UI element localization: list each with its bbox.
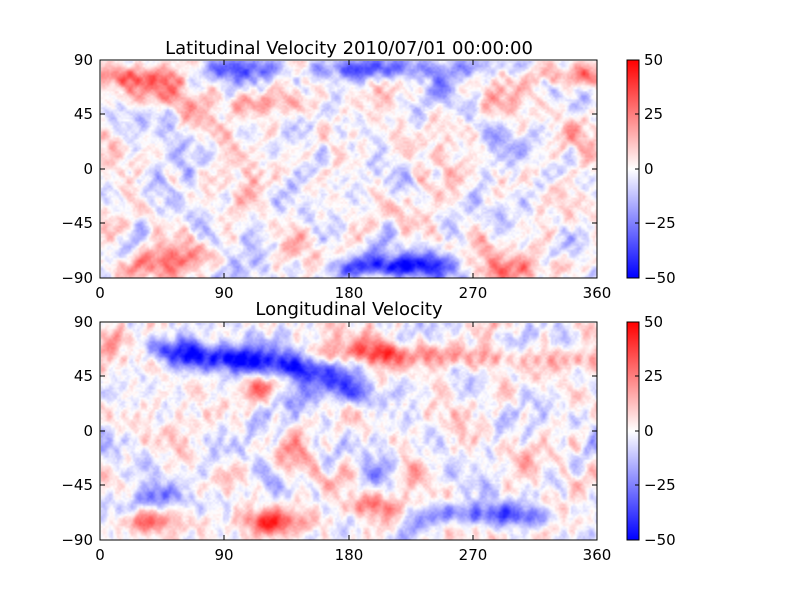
y-tick-label: 45	[74, 105, 93, 123]
heatmap-longitudinal-velocity	[101, 323, 597, 540]
x-axis-longitudinal: 0 90 180 270 360	[95, 322, 611, 564]
chart-title-longitudinal: Longitudinal Velocity	[255, 299, 443, 320]
y-tick-label: −45	[61, 214, 93, 232]
panel-longitudinal: Longitudinal Velocity 0 90 180 270 360	[61, 299, 675, 564]
colorbar-latitudinal: 50 25 0 −25 −50	[626, 51, 676, 287]
x-tick-label: 360	[583, 284, 612, 302]
x-tick-label: 180	[335, 284, 364, 302]
colorbar-tick-label: 50	[644, 313, 663, 331]
x-tick-label: 270	[459, 546, 488, 564]
x-axis-latitudinal: 0 90 180 270 360	[95, 60, 611, 302]
y-tick-label: 0	[83, 160, 93, 178]
heatmap-latitudinal-velocity	[101, 61, 597, 278]
y-axis-latitudinal: 90 45 0 −45 −90	[61, 51, 597, 287]
chart-title-latitudinal: Latitudinal Velocity 2010/07/01 00:00:00	[165, 38, 533, 59]
colorbar-tick-label: −50	[644, 531, 676, 549]
y-tick-label: −90	[61, 269, 93, 287]
colorbar-tick-label: 25	[644, 367, 663, 385]
colorbar-tick-label: 25	[644, 105, 663, 123]
y-axis-longitudinal: 90 45 0 −45 −90	[61, 313, 597, 549]
panel-latitudinal: Latitudinal Velocity 2010/07/01 00:00:00…	[61, 38, 675, 302]
y-tick-label: 45	[74, 367, 93, 385]
colorbar-tick-label: 0	[644, 160, 654, 178]
colorbar-tick-label: 0	[644, 422, 654, 440]
x-tick-label: 0	[95, 284, 105, 302]
y-tick-label: 90	[74, 51, 93, 69]
colorbar-longitudinal: 50 25 0 −25 −50	[626, 313, 676, 549]
x-tick-label: 0	[95, 546, 105, 564]
colorbar-tick-label: −50	[644, 269, 676, 287]
x-tick-label: 90	[214, 546, 233, 564]
colorbar-tick-label: −25	[644, 214, 676, 232]
y-tick-label: −90	[61, 531, 93, 549]
y-tick-label: 0	[83, 422, 93, 440]
plot-frame-latitudinal	[99, 59, 598, 279]
y-tick-label: −45	[61, 476, 93, 494]
plot-frame-longitudinal	[99, 321, 598, 541]
colorbar-tick-label: −25	[644, 476, 676, 494]
x-tick-label: 180	[335, 546, 364, 564]
x-tick-label: 90	[214, 284, 233, 302]
x-tick-label: 270	[459, 284, 488, 302]
y-tick-label: 90	[74, 313, 93, 331]
colorbar-tick-label: 50	[644, 51, 663, 69]
x-tick-label: 360	[583, 546, 612, 564]
